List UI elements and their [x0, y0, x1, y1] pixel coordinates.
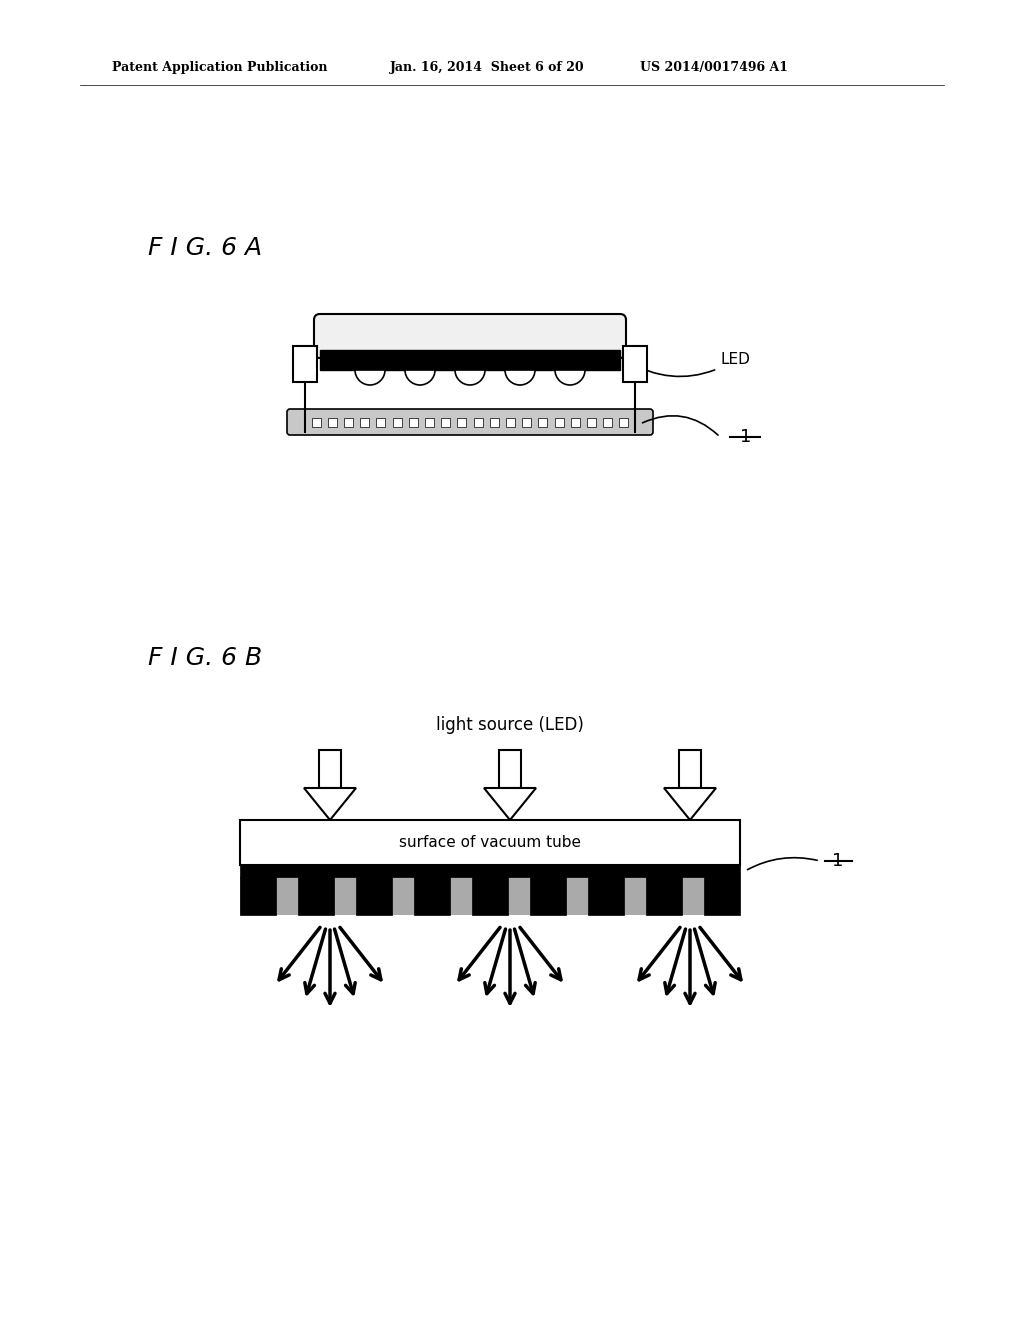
Bar [603, 417, 612, 426]
Bar [441, 417, 451, 426]
Bar [328, 417, 337, 426]
Bar [311, 417, 321, 426]
Bar [539, 417, 548, 426]
Text: F I G. 6 B: F I G. 6 B [148, 645, 262, 671]
FancyBboxPatch shape [314, 314, 626, 358]
Bar [473, 417, 482, 426]
Polygon shape [484, 788, 536, 820]
Wedge shape [355, 370, 385, 385]
Bar [472, 876, 508, 915]
Bar [344, 417, 353, 426]
Wedge shape [455, 370, 485, 385]
Text: light source (LED): light source (LED) [436, 715, 584, 734]
Bar [458, 417, 466, 426]
Bar [409, 417, 418, 426]
Bar [489, 417, 499, 426]
Bar [623, 346, 647, 381]
Bar [414, 876, 450, 915]
Text: US 2014/0017496 A1: US 2014/0017496 A1 [640, 62, 788, 74]
Bar [588, 876, 624, 915]
Wedge shape [406, 370, 435, 385]
Bar [356, 876, 392, 915]
Text: Patent Application Publication: Patent Application Publication [112, 62, 328, 74]
Bar [522, 417, 531, 426]
Bar [319, 350, 620, 370]
Bar [530, 876, 566, 915]
Bar [240, 865, 740, 876]
Bar [587, 417, 596, 426]
Bar [425, 417, 434, 426]
Bar [240, 876, 276, 915]
Wedge shape [505, 370, 535, 385]
Bar [392, 417, 401, 426]
Bar [646, 876, 682, 915]
Bar [377, 417, 385, 426]
Bar [506, 417, 515, 426]
Wedge shape [555, 370, 585, 385]
Text: surface of vacuum tube: surface of vacuum tube [399, 836, 581, 850]
Text: 1: 1 [740, 428, 752, 446]
Text: Jan. 16, 2014  Sheet 6 of 20: Jan. 16, 2014 Sheet 6 of 20 [390, 62, 585, 74]
Text: LED: LED [628, 352, 750, 376]
Text: 1: 1 [831, 851, 844, 870]
Bar [499, 750, 521, 788]
Bar [240, 876, 740, 915]
Bar [240, 820, 740, 865]
Bar [570, 417, 580, 426]
Bar [705, 876, 740, 915]
FancyBboxPatch shape [287, 409, 653, 436]
Bar [298, 876, 334, 915]
Bar [319, 750, 341, 788]
Bar [679, 750, 701, 788]
Bar [293, 346, 317, 381]
Polygon shape [304, 788, 356, 820]
Bar [620, 417, 629, 426]
Polygon shape [664, 788, 716, 820]
Bar [555, 417, 563, 426]
Bar [360, 417, 370, 426]
Text: F I G. 6 A: F I G. 6 A [148, 236, 262, 260]
